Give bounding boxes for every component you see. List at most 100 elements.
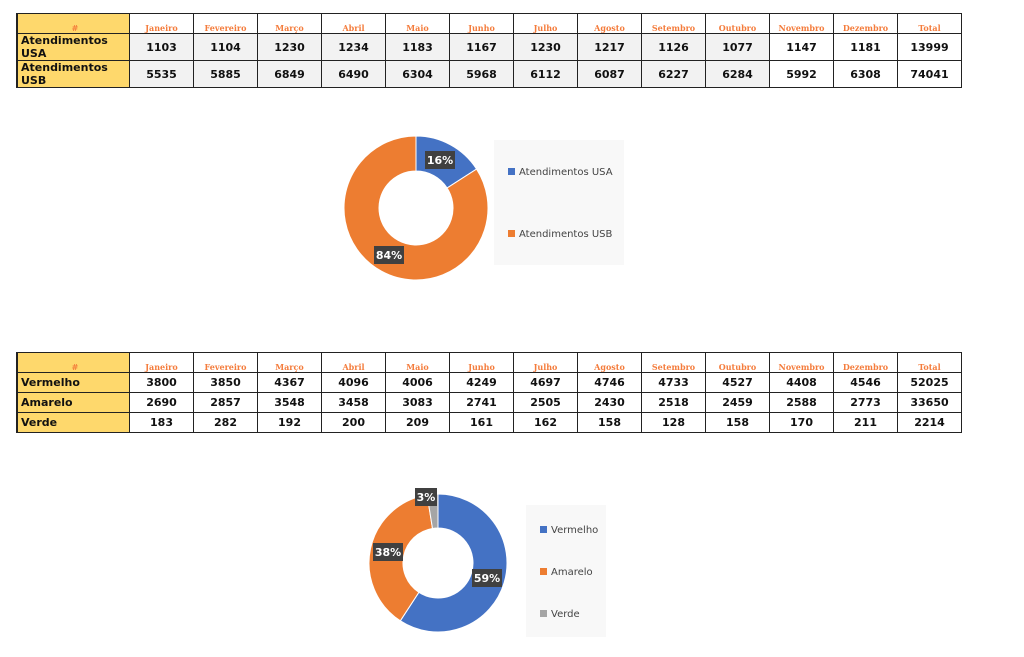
table-row: Atendimentos USA 1103 1104 1230 1234 1183 1167… <box>16 33 962 61</box>
legend-label: Amarelo <box>551 567 593 578</box>
data-label-box <box>425 151 455 169</box>
cell-value: 3458 <box>321 392 386 413</box>
cell-value: 1104 <box>193 33 258 61</box>
data-label-box <box>415 488 437 506</box>
cell-value: 6849 <box>257 60 322 88</box>
header-month: Maio <box>385 352 450 373</box>
table-row: Vermelho 3800 3850 4367 4096 4006 4249 4697 4746… <box>16 372 962 393</box>
legend-label: Verde <box>551 609 580 620</box>
cell-value: 170 <box>769 412 834 433</box>
legend-item: Atendimentos USB <box>508 229 612 240</box>
legend-item: Verde <box>540 609 580 620</box>
legend-swatch <box>540 568 547 575</box>
cell-value: 183 <box>129 412 194 433</box>
donut-slice-atendimentos-usb <box>343 135 489 281</box>
legend-item: Atendimentos USA <box>508 167 613 178</box>
header-month: Junho <box>449 13 514 34</box>
cell-value: 2741 <box>449 392 514 413</box>
data-label-box <box>374 246 404 264</box>
header-month: Julho <box>513 352 578 373</box>
data-label: 59% <box>474 572 500 585</box>
cell-value: 1147 <box>769 33 834 61</box>
cell-value: 2214 <box>897 412 962 433</box>
header-month: Novembro <box>769 352 834 373</box>
cell-value: 128 <box>641 412 706 433</box>
header-month: Outubro <box>705 13 770 34</box>
legend-label: Atendimentos USB <box>519 229 613 240</box>
cell-value: 1126 <box>641 33 706 61</box>
cell-value: 74041 <box>897 60 962 88</box>
cell-value: 6308 <box>833 60 898 88</box>
legend-swatch <box>540 610 547 617</box>
table-cores: # Janeiro Fevereiro Março Abril Maio Junho Julh… <box>16 352 962 433</box>
header-month: Total <box>897 352 962 373</box>
cell-value: 13999 <box>897 33 962 61</box>
cell-value: 1167 <box>449 33 514 61</box>
cell-value: 2773 <box>833 392 898 413</box>
donut-slice-vermelho <box>399 493 508 633</box>
row-label: Atendimentos USB <box>16 60 130 88</box>
data-label-box <box>472 569 502 587</box>
legend-swatch <box>508 168 515 175</box>
cell-value: 158 <box>577 412 642 433</box>
cell-value: 158 <box>705 412 770 433</box>
header-month: Junho <box>449 352 514 373</box>
header-hash: # <box>16 13 130 34</box>
cell-value: 6227 <box>641 60 706 88</box>
cell-value: 200 <box>321 412 386 433</box>
cell-value: 6304 <box>385 60 450 88</box>
header-hash: # <box>16 352 130 373</box>
cell-value: 1183 <box>385 33 450 61</box>
cell-value: 4527 <box>705 372 770 393</box>
cell-value: 1217 <box>577 33 642 61</box>
table-row: Verde 183 282 192 200 209 161 162 158 128 158 170 21… <box>16 412 962 433</box>
header-month: Novembro <box>769 13 834 34</box>
header-month: Fevereiro <box>193 352 258 373</box>
cell-value: 161 <box>449 412 514 433</box>
row-label: Vermelho <box>16 372 130 393</box>
header-month: Janeiro <box>129 352 194 373</box>
cell-value: 3083 <box>385 392 450 413</box>
cell-value: 5885 <box>193 60 258 88</box>
header-month: Janeiro <box>129 13 194 34</box>
cell-value: 5535 <box>129 60 194 88</box>
header-row: # Janeiro Fevereiro Março Abril Maio Junho Julh… <box>16 352 962 373</box>
data-label-box <box>373 543 403 561</box>
table-row: Atendimentos USB 5535 5885 6849 6490 6304 5968… <box>16 60 962 88</box>
cell-value: 1234 <box>321 33 386 61</box>
header-month: Agosto <box>577 13 642 34</box>
cell-value: 4546 <box>833 372 898 393</box>
legend-chart2: Vermelho Amarelo Verde <box>526 505 606 637</box>
cell-value: 209 <box>385 412 450 433</box>
header-month: Total <box>897 13 962 34</box>
data-label: 38% <box>375 546 401 559</box>
table-atendimentos: # Janeiro Fevereiro Março Abril Maio Junho Julh… <box>16 13 962 88</box>
cell-value: 6284 <box>705 60 770 88</box>
cell-value: 2588 <box>769 392 834 413</box>
cell-value: 1230 <box>257 33 322 61</box>
header-month: Abril <box>321 352 386 373</box>
header-month: Maio <box>385 13 450 34</box>
row-label: Verde <box>16 412 130 433</box>
header-month: Abril <box>321 13 386 34</box>
legend-chart1: Atendimentos USA Atendimentos USB <box>494 140 624 265</box>
legend-label: Vermelho <box>551 525 599 536</box>
cell-value: 1077 <box>705 33 770 61</box>
legend-swatch <box>508 230 515 237</box>
cell-value: 6112 <box>513 60 578 88</box>
legend-item: Amarelo <box>540 567 593 578</box>
row-label: Atendimentos USA <box>16 33 130 61</box>
legend-item: Vermelho <box>540 525 598 536</box>
header-month: Dezembro <box>833 13 898 34</box>
cell-value: 3800 <box>129 372 194 393</box>
cell-value: 6087 <box>577 60 642 88</box>
cell-value: 6490 <box>321 60 386 88</box>
data-label: 3% <box>417 491 436 504</box>
header-month: Outubro <box>705 352 770 373</box>
legend-label: Atendimentos USA <box>519 167 613 178</box>
header-month: Março <box>257 352 322 373</box>
data-label: 84% <box>376 249 402 262</box>
header-month: Julho <box>513 13 578 34</box>
table-row: Amarelo 2690 2857 3548 3458 3083 2741 2505 2430 2… <box>16 392 962 413</box>
